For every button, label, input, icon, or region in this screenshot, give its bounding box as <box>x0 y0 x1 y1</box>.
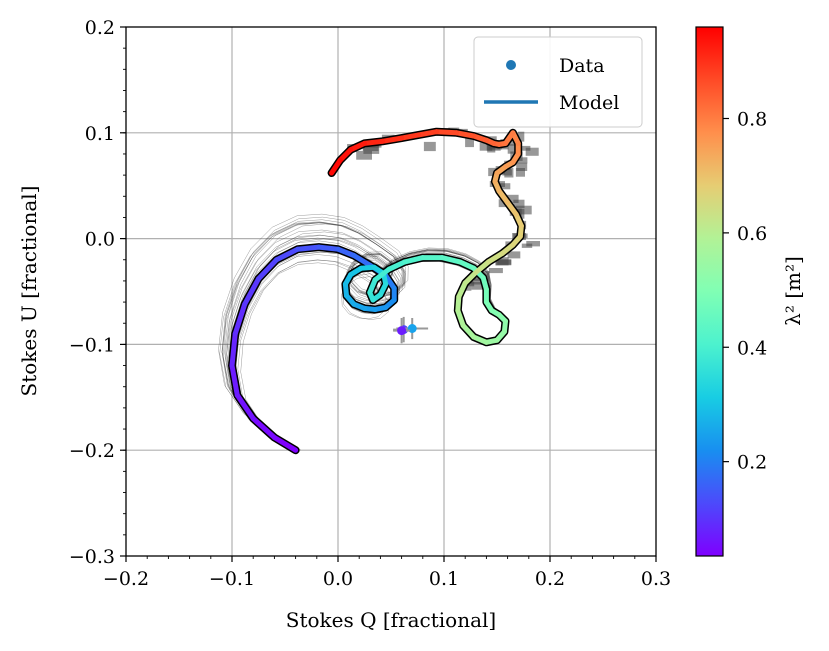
model-curve-segment <box>434 129 460 136</box>
colorbar-tick-label: 0.4 <box>737 337 767 359</box>
model-curve-segment <box>295 244 322 252</box>
model-curve-segment <box>229 363 240 398</box>
model-curve-segment <box>456 280 468 300</box>
sample-cloud <box>507 251 521 259</box>
sample-cloud <box>363 145 380 154</box>
model-curve-segment <box>335 246 357 258</box>
model-curve-segment <box>399 132 422 141</box>
sample-cloud <box>356 150 372 160</box>
y-tick-label: 0.0 <box>85 229 115 251</box>
model-curve-segment <box>274 246 301 263</box>
model-curve-segment <box>455 308 466 328</box>
sample-cloud <box>505 194 519 203</box>
y-axis-label: Stokes U [fractional] <box>17 186 41 397</box>
sample-cloud <box>471 281 486 290</box>
data-point <box>397 326 407 336</box>
colorbar-tick-label: 0.8 <box>737 109 767 131</box>
model-curve-segment <box>380 135 405 144</box>
sample-cloud <box>504 167 514 178</box>
x-tick-label: 0.3 <box>641 568 671 590</box>
sample-cloud <box>423 141 436 152</box>
colorbar-tick-label: 0.6 <box>737 223 767 245</box>
x-tick-label: 0.2 <box>535 568 565 590</box>
x-tick-label: −0.1 <box>209 568 255 590</box>
model-curve-segment <box>457 259 477 271</box>
model-curve-segment <box>229 331 238 369</box>
model-curve-segment <box>386 259 408 272</box>
colorbar <box>695 26 724 557</box>
model-curve-segment <box>348 140 367 153</box>
sample-cloud <box>516 162 528 171</box>
y-tick-label: 0.2 <box>85 17 115 39</box>
x-axis-label: Stokes Q [fractional] <box>286 608 496 632</box>
sample-cloud <box>515 168 525 177</box>
sample-cloud <box>488 167 497 177</box>
legend-data-marker <box>506 60 516 70</box>
model-curve-segment <box>351 253 373 268</box>
y-tick-label: −0.1 <box>69 334 115 356</box>
legend-box <box>473 36 643 128</box>
model-curve-segment <box>362 138 385 146</box>
model-curve-segment <box>250 416 277 440</box>
model-curve-segment <box>271 435 299 453</box>
model-curve-segment <box>416 129 440 138</box>
sample-cloud <box>479 142 493 151</box>
model-curve-segment <box>329 157 343 176</box>
legend-model-label: Model <box>559 92 619 114</box>
sample-cloud <box>498 183 511 190</box>
sample-cloud <box>517 131 525 142</box>
data-point <box>407 324 417 333</box>
y-ticks: −0.3 −0.2 −0.1 0.0 0.1 0.2 <box>69 17 126 568</box>
sample-cloud <box>525 147 539 156</box>
x-tick-label: −0.2 <box>103 568 149 590</box>
model-curve-segment <box>256 257 279 282</box>
sample-cloud <box>513 199 525 209</box>
model-curve-segment <box>242 276 261 307</box>
x-ticks: −0.2 −0.1 0.0 0.1 0.2 0.3 <box>103 556 671 590</box>
model-curve-segment <box>439 255 463 265</box>
x-tick-label: 0.0 <box>323 568 353 590</box>
legend-data-label: Data <box>559 55 605 77</box>
colorbar-tick-label: 0.2 <box>737 452 767 474</box>
y-tick-label: −0.2 <box>69 440 115 462</box>
model-curve-segment <box>473 259 491 275</box>
model-curve-segment <box>316 244 341 252</box>
model-curve-segment <box>234 392 256 421</box>
sample-cloud <box>488 268 503 274</box>
model-curve <box>228 127 526 455</box>
model-curve-segment <box>460 322 477 340</box>
sample-cloud <box>497 259 512 265</box>
y-tick-label: −0.3 <box>69 546 115 568</box>
colorbar-ticks: 0.2 0.4 0.6 0.8 <box>723 109 767 474</box>
sample-cloud <box>515 205 532 215</box>
sample-cloud <box>507 144 515 154</box>
model-curve-segment <box>454 130 477 139</box>
data-points <box>393 316 429 344</box>
y-tick-label: 0.1 <box>85 123 115 145</box>
sample-cloud <box>526 241 540 247</box>
legend: Data Model <box>473 36 643 128</box>
model-curve-segment <box>486 250 505 265</box>
model-curve-segment <box>372 266 392 283</box>
model-curve-segment <box>232 301 248 337</box>
model-curve-segment <box>383 273 397 291</box>
sample-cloud <box>465 138 474 148</box>
model-curve-segment <box>402 255 426 265</box>
x-tick-label: 0.1 <box>429 568 459 590</box>
sample-cloud <box>486 144 501 151</box>
sample-cloud <box>470 278 485 285</box>
colorbar-label: λ² [m²] <box>781 256 805 326</box>
axes-frame <box>125 26 657 557</box>
sample-cloud <box>521 243 533 248</box>
